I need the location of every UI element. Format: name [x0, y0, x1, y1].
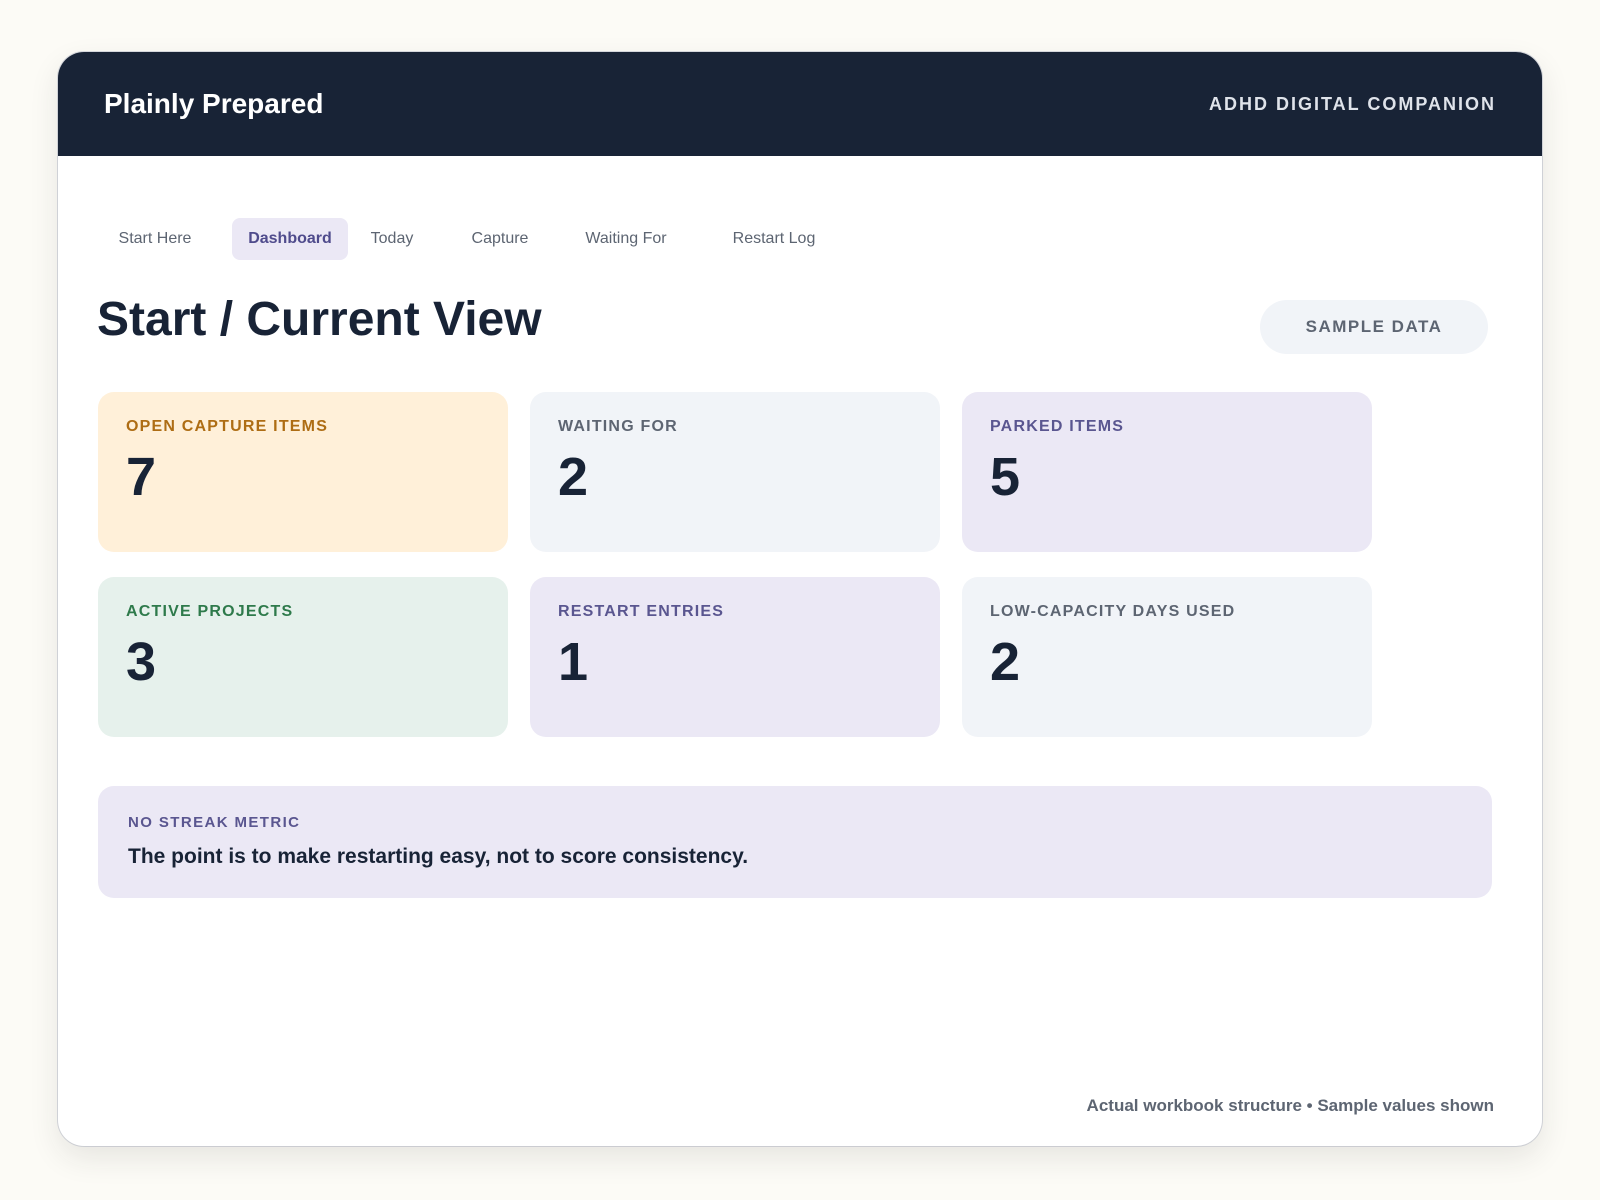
app-window: Plainly Prepared ADHD DIGITAL COMPANION … [58, 52, 1542, 1146]
metric-card-low-capacity-days: LOW-CAPACITY DAYS USED 2 [962, 577, 1372, 737]
metric-label: WAITING FOR [558, 418, 678, 435]
metric-value: 3 [126, 632, 157, 692]
tab-label: Waiting For [585, 230, 667, 247]
metric-value: 1 [558, 632, 589, 692]
metric-value: 2 [558, 447, 589, 507]
note-text: The point is to make restarting easy, no… [128, 845, 749, 868]
metric-card-open-capture: OPEN CAPTURE ITEMS 7 [98, 392, 508, 552]
tab-label: Capture [471, 230, 529, 247]
metric-label: RESTART ENTRIES [558, 603, 725, 620]
tab-bar: Start Here Dashboard Today Capture Waiti… [98, 218, 860, 260]
page-title: Start / Current View [97, 293, 542, 346]
metric-card-restart-entries: RESTART ENTRIES 1 [530, 577, 940, 737]
brand-title: Plainly Prepared [104, 88, 324, 119]
metric-label: ACTIVE PROJECTS [126, 603, 294, 620]
tagline: ADHD DIGITAL COMPANION [1209, 93, 1496, 114]
metric-value: 7 [126, 447, 157, 507]
metric-card-waiting-for: WAITING FOR 2 [530, 392, 940, 552]
metric-value: 5 [990, 447, 1021, 507]
tab-capture[interactable]: Capture [436, 218, 564, 260]
metric-label: PARKED ITEMS [990, 418, 1125, 435]
metric-label: LOW-CAPACITY DAYS USED [990, 603, 1236, 620]
metric-label: OPEN CAPTURE ITEMS [126, 418, 329, 435]
tab-label: Today [370, 230, 414, 247]
tab-today[interactable]: Today [348, 218, 436, 260]
tab-start-here[interactable]: Start Here [98, 218, 212, 260]
metric-value: 2 [990, 632, 1021, 692]
note-label: NO STREAK METRIC [128, 814, 301, 831]
top-bar: Plainly Prepared ADHD DIGITAL COMPANION [58, 52, 1542, 156]
tab-label: Restart Log [732, 230, 816, 247]
tab-label: Dashboard [248, 230, 332, 247]
sample-data-badge: SAMPLE DATA [1260, 300, 1488, 354]
tab-dashboard[interactable]: Dashboard [232, 218, 348, 260]
tab-waiting-for[interactable]: Waiting For [564, 218, 688, 260]
tab-restart-log[interactable]: Restart Log [688, 218, 860, 260]
metric-card-parked-items: PARKED ITEMS 5 [962, 392, 1372, 552]
footer-caption: Actual workbook structure • Sample value… [1086, 1096, 1494, 1115]
metric-card-active-projects: ACTIVE PROJECTS 3 [98, 577, 508, 737]
no-streak-note: NO STREAK METRIC The point is to make re… [98, 786, 1492, 898]
tab-label: Start Here [118, 230, 192, 247]
